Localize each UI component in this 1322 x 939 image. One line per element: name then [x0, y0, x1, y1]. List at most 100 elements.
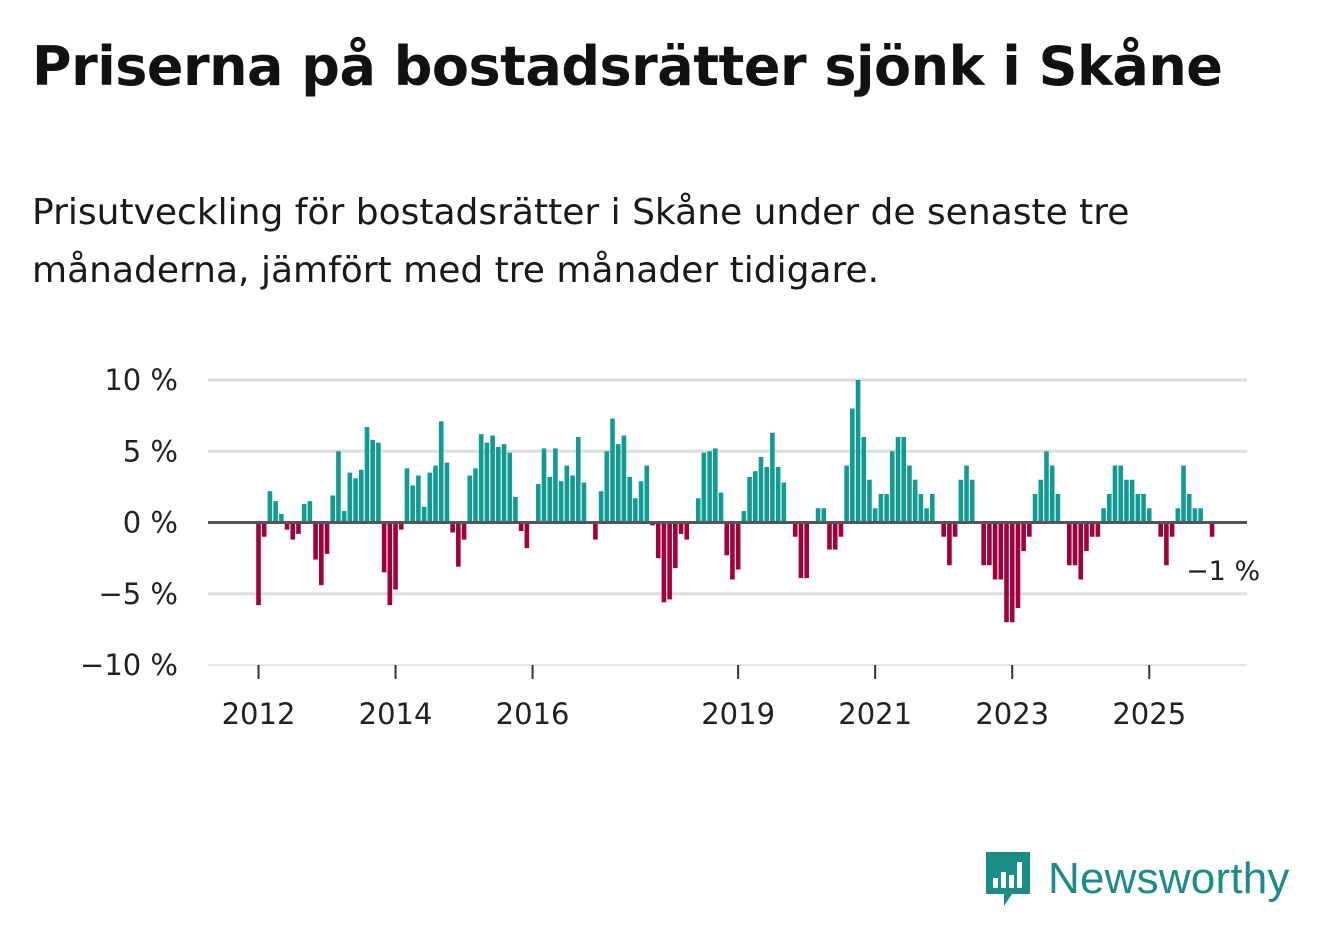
bar: [1164, 522, 1169, 566]
bar: [273, 501, 278, 523]
y-tick-label: 5 %: [123, 434, 178, 468]
bar: [398, 522, 404, 530]
bar: [598, 491, 604, 523]
bar: [855, 380, 861, 523]
bar: [376, 442, 381, 523]
bar: [353, 478, 358, 523]
bar: [473, 468, 478, 523]
bar: [998, 522, 1004, 580]
bar: [792, 522, 798, 537]
bar: [541, 448, 547, 523]
bar: [581, 482, 587, 523]
bar: [981, 522, 986, 566]
bar: [267, 491, 273, 523]
bar: [1101, 508, 1106, 523]
bar: [775, 466, 781, 523]
bar: [644, 465, 650, 523]
bar: [713, 448, 718, 523]
bar: [673, 522, 678, 569]
bar: [850, 408, 855, 523]
y-tick-label: 10 %: [104, 363, 178, 397]
bar: [524, 522, 530, 549]
bar: [450, 522, 455, 533]
x-axis: 2012 2014 2016 2019 2021 2023 2025: [222, 665, 1186, 731]
bar: [535, 484, 541, 523]
bar: [507, 452, 513, 523]
bar: [1209, 522, 1215, 537]
bar: [347, 472, 353, 523]
bar: [496, 446, 501, 523]
bar: [758, 456, 764, 523]
bar: [764, 466, 769, 523]
bar: [661, 522, 667, 603]
bar: [1175, 508, 1181, 523]
bar: [924, 508, 929, 523]
bar: [907, 465, 912, 523]
x-tick-label: 2016: [496, 697, 570, 731]
bar: [1049, 465, 1055, 523]
bar: [467, 475, 473, 523]
bar: [461, 522, 467, 540]
bar: [621, 435, 627, 523]
bar: [381, 522, 387, 573]
x-tick-label: 2019: [701, 697, 775, 731]
bar: [615, 444, 621, 523]
bar: [1072, 522, 1078, 566]
bar: [1146, 508, 1152, 523]
bar: [827, 522, 832, 550]
bar: [969, 479, 975, 523]
bar: [1067, 522, 1072, 566]
bar: [872, 508, 878, 523]
bar: [895, 437, 901, 523]
bar: [752, 471, 758, 523]
bar: [564, 465, 570, 523]
bar: [770, 432, 775, 523]
bar: [878, 494, 884, 523]
bar: [1038, 479, 1044, 523]
bar: [718, 492, 724, 523]
annotations: −1 %: [1186, 556, 1260, 587]
bar: [427, 472, 433, 523]
bar: [987, 522, 992, 566]
bar: [867, 479, 872, 523]
newsworthy-logo-icon: [986, 852, 1030, 906]
x-tick-label: 2021: [838, 697, 912, 731]
bar: [456, 522, 461, 567]
bar: [929, 494, 935, 523]
bar: [1192, 508, 1198, 523]
bar: [952, 522, 958, 537]
bar: [256, 522, 261, 606]
bar: [421, 506, 427, 523]
bar: [570, 475, 575, 523]
bar: [844, 465, 849, 523]
bar: [553, 448, 558, 523]
y-tick-label: 0 %: [123, 506, 178, 540]
y-tick-label: −10 %: [80, 648, 178, 682]
bar: [1009, 522, 1015, 623]
bar: [804, 522, 809, 579]
bar: [1095, 522, 1101, 537]
bar: [958, 479, 964, 523]
bar: [735, 522, 741, 570]
bar: [1055, 494, 1061, 523]
bar: [1118, 465, 1124, 523]
bar: [821, 508, 827, 523]
bar: [627, 476, 632, 523]
bar: [912, 479, 918, 523]
bar: [1078, 522, 1084, 580]
bar: [501, 444, 507, 523]
bar: [1015, 522, 1021, 608]
bar: [336, 451, 341, 523]
bar: [655, 522, 661, 559]
bar: [1004, 522, 1009, 623]
grid-lines: [208, 378, 1247, 666]
bar: [358, 469, 364, 523]
bars: [256, 380, 1215, 623]
bar: [1044, 451, 1049, 523]
bar: [667, 522, 672, 600]
bar: [798, 522, 804, 579]
bar: [484, 442, 490, 523]
bar: [1181, 465, 1186, 523]
bar: [964, 465, 969, 523]
bar: [638, 481, 644, 523]
